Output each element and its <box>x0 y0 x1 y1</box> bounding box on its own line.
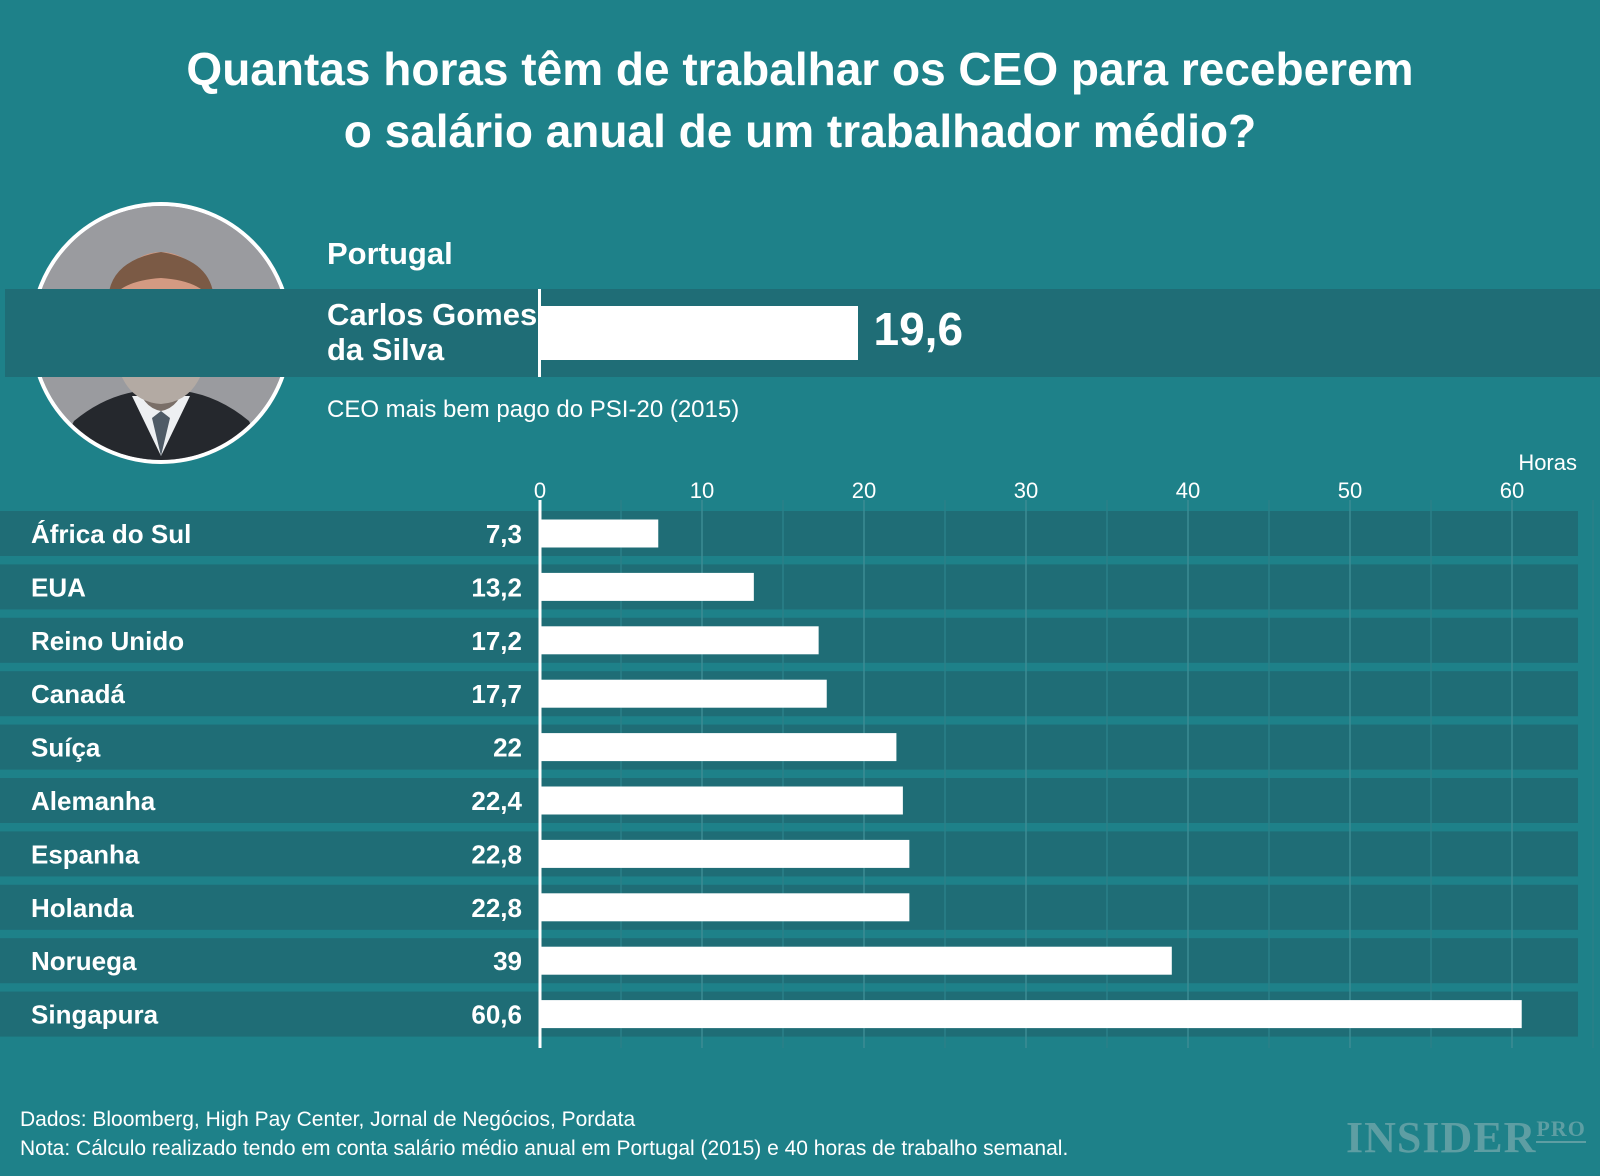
row-band <box>0 511 1578 556</box>
category-label: Espanha <box>31 839 140 869</box>
ceo-name-line-2: da Silva <box>327 332 445 367</box>
value-label: 22 <box>493 733 522 763</box>
category-label: Noruega <box>31 946 137 976</box>
category-label: Reino Unido <box>31 626 184 656</box>
value-label: 17,2 <box>471 626 522 656</box>
footer-source: Dados: Bloomberg, High Pay Center, Jorna… <box>20 1108 636 1131</box>
x-tick-label: 60 <box>1500 478 1524 503</box>
x-tick-label: 50 <box>1338 478 1362 503</box>
x-tick-label: 40 <box>1176 478 1200 503</box>
ceo-note: CEO mais bem pago do PSI-20 (2015) <box>327 396 740 423</box>
bar <box>540 679 827 708</box>
title-line-1: Quantas horas têm de trabalhar os CEO pa… <box>186 43 1414 95</box>
ceo-name-line-1: Carlos Gomes <box>327 297 538 332</box>
category-label: Alemanha <box>31 786 156 816</box>
category-label: EUA <box>31 572 86 602</box>
chart-title: Quantas horas têm de trabalhar os CEO pa… <box>0 38 1600 162</box>
row-band <box>0 564 1578 610</box>
value-label: 17,7 <box>471 679 522 709</box>
bar <box>540 519 659 548</box>
bar <box>540 733 897 762</box>
bar <box>540 572 754 601</box>
bar <box>540 946 1172 975</box>
x-axis-label: Horas <box>1518 450 1577 475</box>
category-label: Canadá <box>31 679 125 709</box>
footer: Dados: Bloomberg, High Pay Center, Jorna… <box>20 1105 1068 1163</box>
category-label: Holanda <box>31 893 134 923</box>
portugal-label: Portugal <box>327 236 453 271</box>
portugal-bar <box>540 306 858 360</box>
ceo-name: Carlos Gomes da Silva <box>327 297 537 367</box>
x-tick-label: 20 <box>852 478 876 503</box>
value-label: 22,8 <box>471 893 522 923</box>
category-label: Suíça <box>31 733 101 763</box>
value-label: 22,8 <box>471 839 522 869</box>
value-label: 7,3 <box>486 519 522 549</box>
value-label: 13,2 <box>471 572 522 602</box>
bar <box>540 893 910 922</box>
x-tick-label: 10 <box>690 478 714 503</box>
category-label: Singapura <box>31 1000 159 1030</box>
value-label: 60,6 <box>471 1000 522 1030</box>
bar <box>540 1000 1522 1029</box>
insider-pro-logo: INSIDERPRO <box>1346 1113 1586 1162</box>
bar <box>540 839 910 868</box>
value-label: 22,4 <box>471 786 522 816</box>
portugal-axis-line <box>538 289 541 377</box>
x-tick-label: 0 <box>534 478 546 503</box>
value-label: 39 <box>493 946 522 976</box>
bar <box>540 786 903 815</box>
x-tick-label: 30 <box>1014 478 1038 503</box>
bar <box>540 626 819 655</box>
title-line-2: o salário anual de um trabalhador médio? <box>343 105 1257 157</box>
category-label: África do Sul <box>31 519 191 549</box>
portugal-value-label: 19,6 <box>873 303 964 355</box>
footer-note: Nota: Cálculo realizado tendo em conta s… <box>20 1137 1069 1160</box>
